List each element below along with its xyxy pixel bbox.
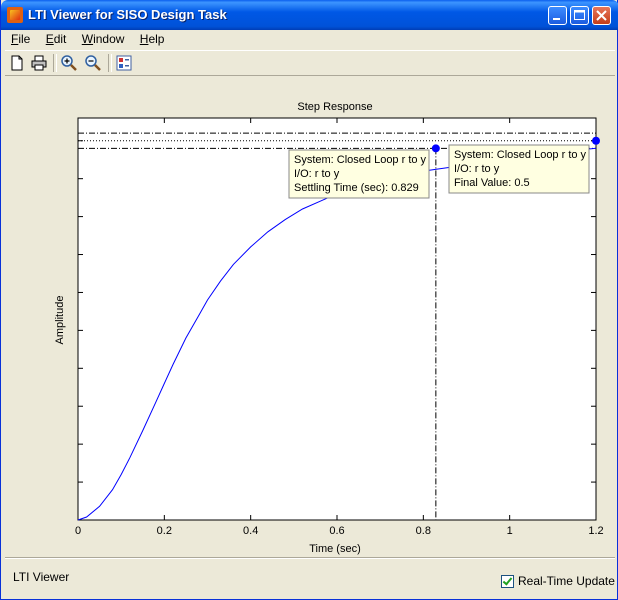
x-tick-label: 0.8 [416,525,431,537]
x-tick-labels: 0 0.2 0.4 0.6 0.8 1 1.2 [75,525,604,537]
chart-title: Step Response [297,101,372,113]
data-tip-text: Settling Time (sec): 0.829 [294,182,419,194]
x-tick-label: 0.2 [157,525,172,537]
data-tips[interactable]: System: Closed Loop r to y I/O: r to y Set… [288,136,600,199]
data-tip-marker [431,144,440,153]
status-divider [5,557,615,559]
menu-help[interactable]: Help [134,30,171,49]
matlab-app-icon [7,7,23,23]
x-tick-label: 1 [507,525,513,537]
data-tip-text: I/O: r to y [454,163,500,175]
toolbar-separator [53,54,57,72]
window-title: LTI Viewer for SISO Design Task [28,7,227,22]
menu-window[interactable]: Window [76,30,131,49]
data-tip-text: System: Closed Loop r to y [454,149,587,161]
menu-edit-mnemonic: E [45,32,54,46]
menu-bar: File Edit Window Help [5,30,615,50]
axis-ticks [77,118,597,521]
print-icon[interactable] [29,53,49,73]
close-button[interactable] [592,6,611,25]
menu-file-mnemonic: F [11,32,19,46]
x-tick-label: 1.2 [588,525,603,537]
new-document-icon[interactable] [7,53,27,73]
zoom-out-icon[interactable] [83,53,103,73]
menu-help-mnemonic: H [139,32,149,46]
menu-window-mnemonic: W [81,32,94,46]
data-tip-marker [592,136,600,145]
maximize-icon [574,10,585,20]
data-tip-text: Final Value: 0.5 [454,177,530,189]
menu-edit-label: dit [53,32,67,46]
menu-window-label: indow [93,32,125,46]
data-tip-text: System: Closed Loop r to y [294,154,427,166]
minimize-icon [553,18,560,20]
close-icon [596,10,607,21]
zoom-in-icon[interactable] [59,53,79,73]
data-tip-box [448,144,590,194]
realtime-update-checkbox[interactable] [501,574,514,588]
realtime-update-toggle[interactable]: Real-Time Update [501,574,615,588]
x-tick-label: 0 [75,525,81,537]
status-text: LTI Viewer [13,570,70,584]
title-bar[interactable]: LTI Viewer for SISO Design Task [1,0,618,30]
plot-configuration-icon[interactable] [114,53,134,73]
menu-edit[interactable]: Edit [40,30,73,49]
toolbar-separator [108,54,112,72]
menu-file[interactable]: File [5,30,36,49]
menu-help-label: elp [148,32,165,46]
data-tip-box [288,149,430,199]
x-tick-label: 0.4 [243,525,258,537]
data-tip-text: I/O: r to y [294,168,340,180]
y-axis-label: Amplitude [54,296,66,345]
step-response-plot[interactable]: Step Response 0 0.2 0.4 0.6 0.8 1 1.2 System: … [1,0,618,560]
toolbar [5,50,615,76]
realtime-update-label: Real-Time Update [518,574,615,588]
menu-file-label: ile [18,32,31,46]
maximize-button[interactable] [570,6,589,25]
x-axis-label: Time (sec) [309,543,361,555]
minimize-button[interactable] [548,6,567,25]
x-tick-label: 0.6 [329,525,344,537]
